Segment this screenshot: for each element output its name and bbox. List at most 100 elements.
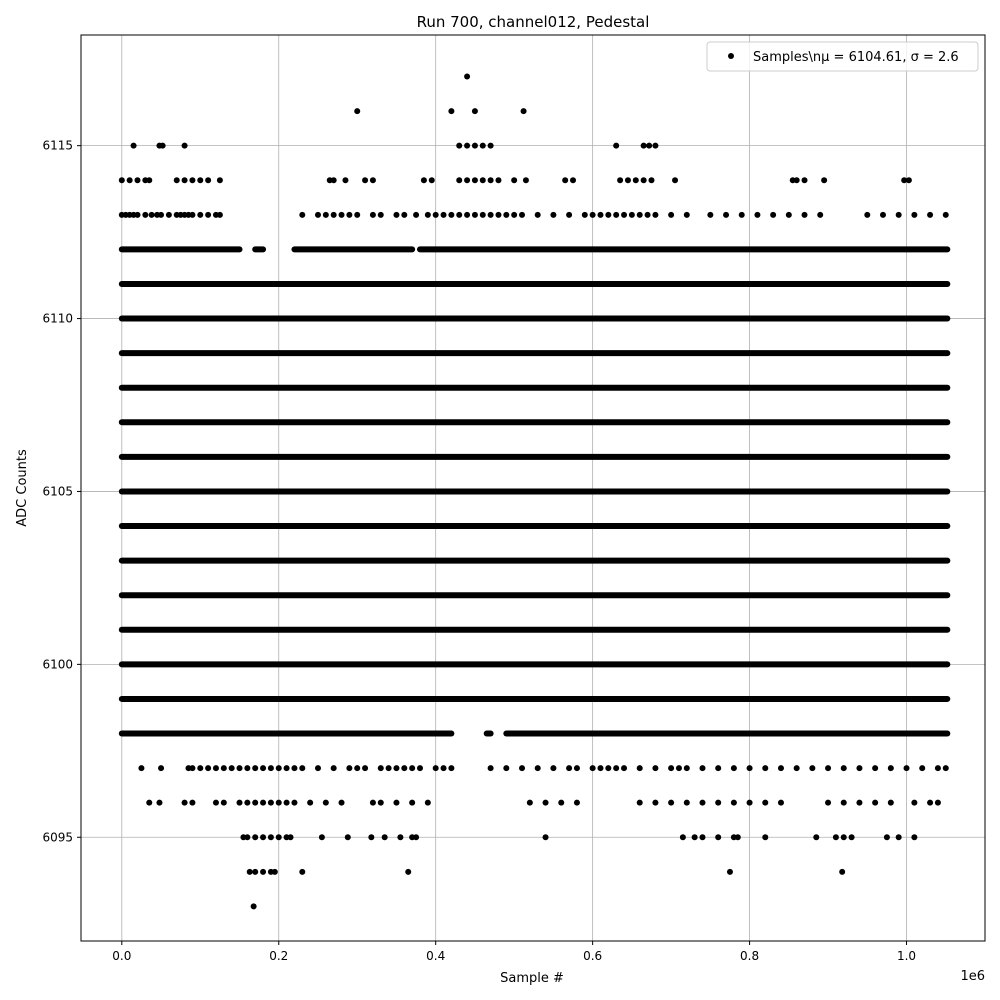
sample-point [534,765,541,772]
sample-band [118,280,951,287]
sample-point [377,211,384,218]
sample-point [228,765,235,772]
sample-point [173,177,180,184]
sample-point [934,799,941,806]
sample-point [668,799,675,806]
sample-point [471,108,478,115]
sample-point [495,177,502,184]
sample-point [220,799,227,806]
sample-point [134,211,141,218]
sample-point [715,834,722,841]
sample-point [181,177,188,184]
sample-point [189,211,196,218]
x-tick-label: 1.0 [897,949,916,963]
sample-band [252,246,267,253]
sample-point [432,765,439,772]
sample-point [138,765,145,772]
sample-point [464,177,471,184]
sample-point [911,211,918,218]
sample-band [118,661,951,668]
sample-band [291,246,416,253]
sample-point [679,834,686,841]
sample-point [911,834,918,841]
sample-point [212,765,219,772]
sample-point [318,834,325,841]
sample-point [919,765,926,772]
sample-point [570,177,577,184]
sample-point [342,177,349,184]
sample-point [872,765,879,772]
sample-point [456,142,463,149]
sample-point [275,765,282,772]
sample-point [613,211,620,218]
sample-point [197,177,204,184]
sample-point [903,765,910,772]
sample-band [118,695,951,702]
sample-point [927,799,934,806]
sample-point [405,868,412,875]
sample-point [813,834,820,841]
sample-point [762,834,769,841]
sample-point [730,799,737,806]
sample-point [146,177,153,184]
sample-point [503,765,510,772]
sample-point [832,834,839,841]
sample-point [550,765,557,772]
sample-point [377,765,384,772]
sample-point [487,765,494,772]
sample-point [762,799,769,806]
sample-band [118,557,951,564]
sample-point [746,799,753,806]
sample-point [118,177,125,184]
sample-point [558,799,565,806]
sample-point [338,799,345,806]
sample-point [346,211,353,218]
sample-point [148,211,155,218]
sample-point [368,834,375,841]
sample-point [246,868,253,875]
sample-point [393,765,400,772]
sample-point [573,799,580,806]
sample-point [271,868,278,875]
sample-point [479,142,486,149]
sample-point [354,108,361,115]
sample-point [503,211,510,218]
sample-point [362,765,369,772]
sample-point [205,177,212,184]
sample-point [299,765,306,772]
sample-point [275,834,282,841]
sample-point [699,834,706,841]
x-tick-label: 0.0 [112,949,131,963]
sample-point [511,211,518,218]
sample-point [738,211,745,218]
sample-point [397,834,404,841]
sample-point [801,211,808,218]
sample-band [503,730,951,737]
sample-point [636,799,643,806]
sample-point [617,177,624,184]
sample-point [848,834,855,841]
x-axis-label: Sample # [500,971,564,986]
sample-point [299,211,306,218]
sample-point [699,799,706,806]
sample-point [723,211,730,218]
sample-point [346,765,353,772]
sample-band [118,350,951,357]
sample-point [770,211,777,218]
sample-point [252,765,259,772]
sample-point [197,765,204,772]
sample-point [821,177,828,184]
sample-point [181,142,188,149]
sample-point [864,211,871,218]
sample-point [252,868,259,875]
sample-point [189,765,196,772]
sample-point [646,142,653,149]
sample-point [715,799,722,806]
sample-point [456,211,463,218]
sample-point [817,211,824,218]
sample-point [212,799,219,806]
sample-point [777,799,784,806]
sample-point [668,211,675,218]
chart-title: Run 700, channel012, Pedestal [417,13,650,31]
sample-point [487,177,494,184]
